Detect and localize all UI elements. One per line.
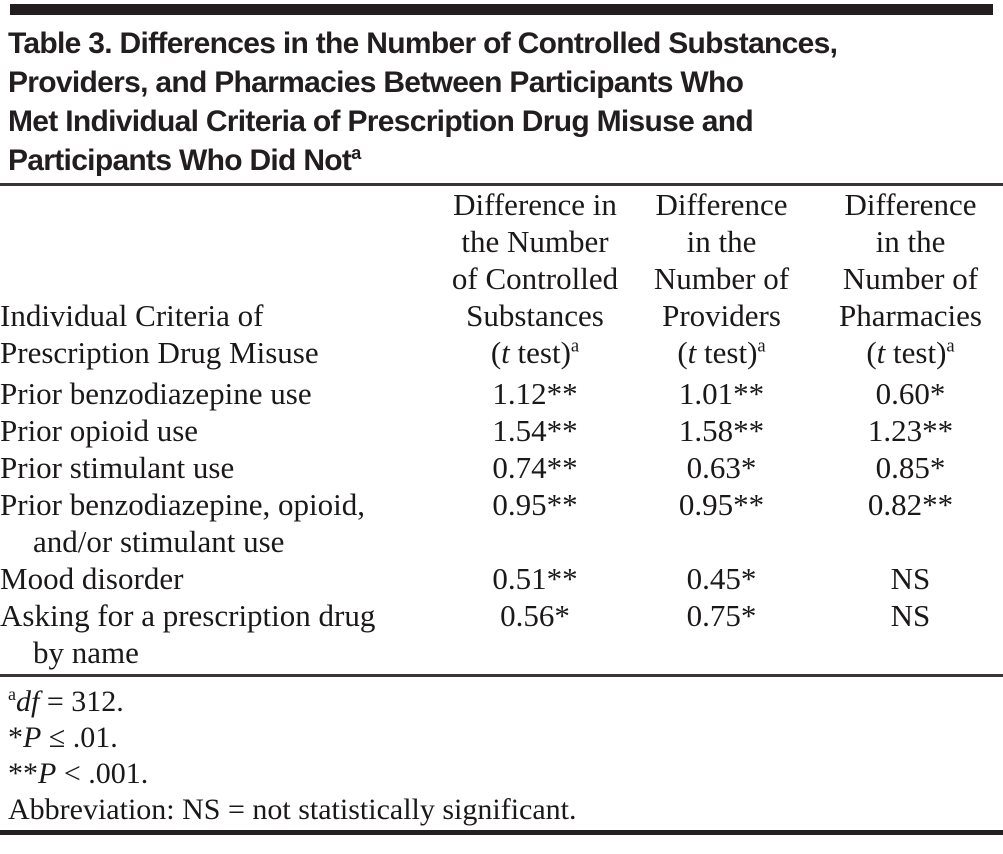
footnote-single-asterisk: *P ≤ .01. xyxy=(8,720,1003,756)
row-label-cell: Prior opioid use xyxy=(0,412,445,449)
row-label-cell: Mood disorder xyxy=(0,560,445,597)
footnote-df: adf = 312. xyxy=(8,684,1003,720)
row-label-cell: Prior benzodiazepine use xyxy=(0,371,445,412)
providers-value: 0.95** xyxy=(678,487,765,522)
table-title-superscript: a xyxy=(351,143,361,163)
t-test-label: (t test)a xyxy=(625,334,818,371)
t-test-open: ( xyxy=(866,335,877,370)
t-test-italic: t xyxy=(501,335,510,370)
t-test-open: ( xyxy=(490,335,502,370)
stats-table: Individual Criteria of Prescription Drug… xyxy=(0,186,1003,674)
t-test-close: test) xyxy=(696,335,758,370)
table-row: Prior benzodiazepine use 1.12** 1.01** 0… xyxy=(0,371,1003,412)
substances-value: 0.51** xyxy=(492,561,578,596)
row-label: Prior benzodiazepine use xyxy=(0,376,312,411)
t-test-italic: t xyxy=(687,335,697,370)
pharmacies-value: 1.23** xyxy=(867,413,954,448)
row-label: Prior opioid use xyxy=(0,413,199,448)
row-label: Mood disorder xyxy=(0,561,184,596)
footnote-text: Abbreviation: NS = not statistically sig… xyxy=(8,793,577,826)
providers-value: 1.58** xyxy=(678,413,765,448)
footnote-text: ≤ .01. xyxy=(41,721,118,754)
pharmacies-value: 0.60* xyxy=(875,376,946,411)
footnote-double-asterisk: **P < .001. xyxy=(8,756,1003,792)
footnotes: adf = 312. *P ≤ .01. **P < .001. Abbrevi… xyxy=(0,677,1003,830)
providers-value: 0.75* xyxy=(686,598,757,633)
t-test-close: test) xyxy=(885,335,947,370)
t-test-superscript: a xyxy=(946,335,955,357)
row-label: Prior benzodiazepine, opioid, xyxy=(0,487,366,522)
footnote-text: = 312. xyxy=(39,685,124,718)
table-row: Prior opioid use 1.54** 1.58** 1.23** xyxy=(0,412,1003,449)
header-pharmacies: Difference in the Number of Pharmacies (t… xyxy=(818,186,1003,371)
pharmacies-value: 0.85* xyxy=(875,450,946,485)
row-label-continuation: by name xyxy=(33,635,139,670)
providers-value: 1.01** xyxy=(678,376,765,411)
header-providers: Difference in the Number of Providers (t … xyxy=(625,186,818,371)
t-test-label: (t test)a xyxy=(445,334,625,371)
header-pharmacies-text: Difference in the Number of Pharmacies xyxy=(839,187,982,333)
table-title: Table 3. Differences in the Number of Co… xyxy=(8,24,1003,180)
rule-above-footnotes xyxy=(0,674,1003,677)
header-criteria: Individual Criteria of Prescription Drug… xyxy=(0,186,445,371)
table-row: Asking for a prescription drug by name 0.… xyxy=(0,597,1003,674)
substances-value: 1.12** xyxy=(492,376,578,411)
pharmacies-value: NS xyxy=(890,598,931,633)
rule-bottom xyxy=(0,830,1003,835)
header-providers-text: Difference in the Number of Providers xyxy=(653,187,790,333)
pharmacies-value: NS xyxy=(890,561,931,596)
t-test-superscript: a xyxy=(757,335,766,357)
footnote-superscript: a xyxy=(8,684,16,704)
footnote-abbreviation: Abbreviation: NS = not statistically sig… xyxy=(8,792,1003,828)
row-label-cell: Prior benzodiazepine, opioid, and/or stim… xyxy=(0,486,445,560)
footnote-italic: P xyxy=(23,721,42,754)
header-controlled-substances: Difference in the Number of Controlled S… xyxy=(445,186,625,371)
header-criteria-text: Individual Criteria of Prescription Drug… xyxy=(0,298,319,370)
footnote-marker: * xyxy=(8,721,23,754)
header-controlled-substances-text: Difference in the Number of Controlled S… xyxy=(451,187,619,333)
row-label-continuation: and/or stimulant use xyxy=(33,524,285,559)
t-test-label: (t test)a xyxy=(818,334,1003,371)
header-row: Individual Criteria of Prescription Drug… xyxy=(0,186,1003,371)
substances-value: 1.54** xyxy=(492,413,578,448)
row-label: Asking for a prescription drug xyxy=(0,598,376,633)
providers-value: 0.45* xyxy=(686,561,757,596)
table-row: Mood disorder 0.51** 0.45* NS xyxy=(0,560,1003,597)
providers-value: 0.63* xyxy=(686,450,757,485)
footnote-italic: df xyxy=(16,685,40,718)
substances-value: 0.74** xyxy=(492,450,578,485)
table-row: Prior stimulant use 0.74** 0.63* 0.85* xyxy=(0,449,1003,486)
row-label-cell: Prior stimulant use xyxy=(0,449,445,486)
top-accent-bar xyxy=(10,4,993,15)
t-test-italic: t xyxy=(876,335,886,370)
footnote-text: < .001. xyxy=(56,757,149,790)
table-title-text: Table 3. Differences in the Number of Co… xyxy=(8,27,838,177)
footnote-marker: ** xyxy=(8,757,38,790)
t-test-close: test) xyxy=(509,335,571,370)
row-label: Prior stimulant use xyxy=(0,450,235,485)
substances-value: 0.95** xyxy=(492,487,578,522)
t-test-open: ( xyxy=(677,335,688,370)
substances-value: 0.56* xyxy=(500,598,570,633)
t-test-superscript: a xyxy=(570,335,580,357)
rule-below-title xyxy=(0,183,1003,186)
footnote-italic: P xyxy=(38,757,57,790)
row-label-cell: Asking for a prescription drug by name xyxy=(0,597,445,674)
table-row: Prior benzodiazepine, opioid, and/or stim… xyxy=(0,486,1003,560)
pharmacies-value: 0.82** xyxy=(867,487,954,522)
